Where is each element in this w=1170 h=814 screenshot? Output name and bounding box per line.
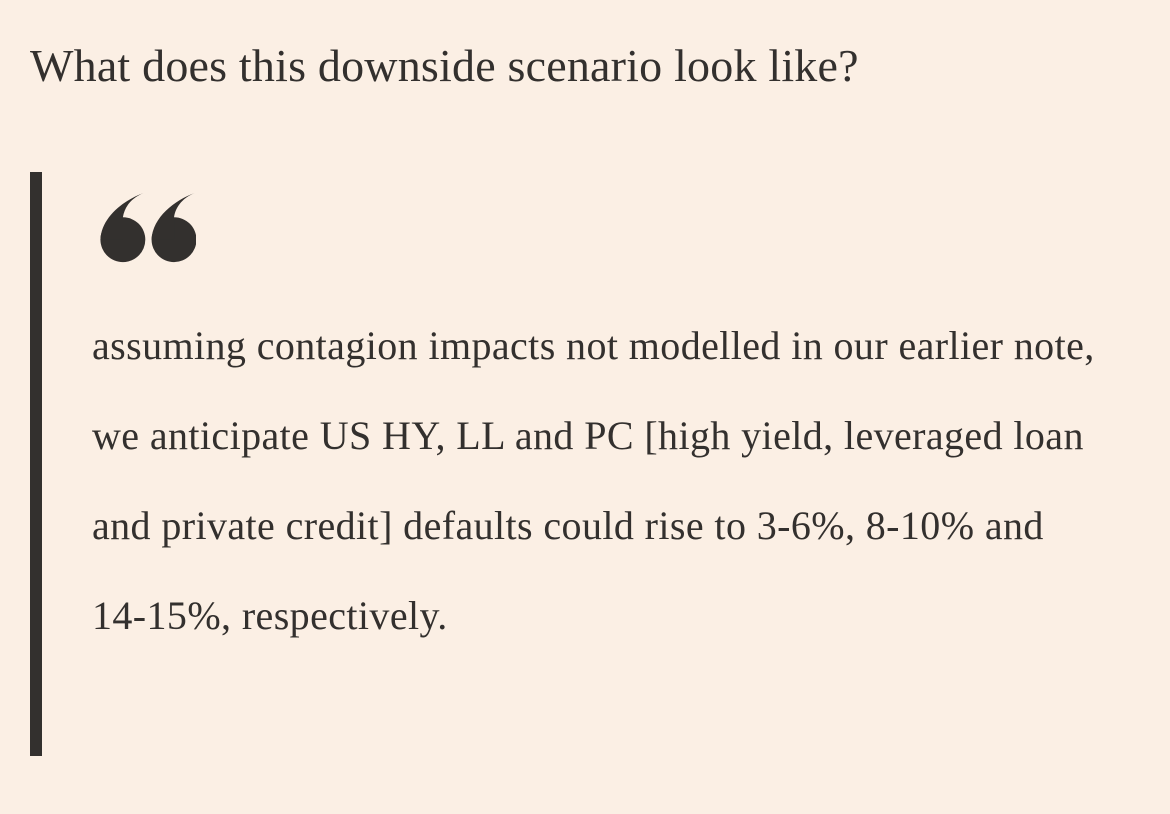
pull-quote: assuming contagion impacts not modelled … [30, 171, 1140, 756]
open-quote-icon [100, 192, 196, 263]
section-heading: What does this downside scenario look li… [30, 40, 859, 91]
pull-quote-text: assuming contagion impacts not modelled … [92, 322, 1095, 638]
